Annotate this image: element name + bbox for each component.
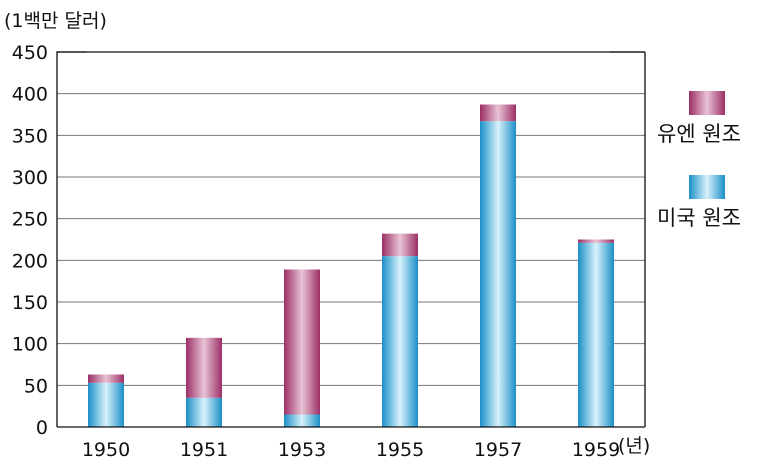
y-tick-label: 300 xyxy=(12,167,48,189)
y-tick-label: 450 xyxy=(12,42,48,64)
bar-us-aid xyxy=(284,414,320,427)
x-tick-label: 1950 xyxy=(82,439,130,461)
bar-un-aid xyxy=(186,337,222,398)
gridlines xyxy=(57,51,645,386)
x-tick-label: 1955 xyxy=(376,439,424,461)
bars xyxy=(88,104,614,428)
x-unit-label: (년) xyxy=(618,435,650,457)
bar-un-aid xyxy=(284,269,320,415)
bar-us-aid xyxy=(578,242,614,427)
bar-us-aid xyxy=(480,121,516,428)
y-tick-label: 150 xyxy=(12,292,48,314)
bar-un-aid xyxy=(382,233,418,257)
bar-un-aid xyxy=(88,374,124,383)
y-tick-label: 350 xyxy=(12,125,48,147)
legend-swatch-us-aid xyxy=(689,175,725,199)
bar-un-aid xyxy=(480,104,516,122)
y-tick-label: 0 xyxy=(36,417,48,439)
y-tick-label: 250 xyxy=(12,209,48,231)
x-tick-label: 1953 xyxy=(278,439,326,461)
bar-us-aid xyxy=(186,397,222,427)
bar-us-aid xyxy=(88,382,124,427)
plot-frame xyxy=(56,51,646,428)
y-axis-ticks: 0 50 100 150 200 250 300 350 400 450 xyxy=(12,42,48,439)
x-tick-label: 1951 xyxy=(180,439,228,461)
legend-label-un-aid: 유엔 원조 xyxy=(657,122,741,146)
y-tick-label: 200 xyxy=(12,250,48,272)
y-tick-label: 50 xyxy=(24,375,48,397)
legend-label-us-aid: 미국 원조 xyxy=(657,206,741,230)
y-unit-label: (1백만 달러) xyxy=(4,10,107,32)
bar-us-aid xyxy=(382,256,418,427)
y-tick-label: 100 xyxy=(12,334,48,356)
x-tick-label: 1959 xyxy=(572,439,620,461)
y-tick-label: 400 xyxy=(12,84,48,106)
legend-swatch-un-aid xyxy=(689,91,725,115)
x-axis-ticks: 1950 1951 1953 1955 1957 1959 xyxy=(82,439,620,461)
legend: 유엔 원조 미국 원조 xyxy=(657,91,741,230)
bar-un-aid xyxy=(578,239,614,243)
x-tick-label: 1957 xyxy=(474,439,522,461)
